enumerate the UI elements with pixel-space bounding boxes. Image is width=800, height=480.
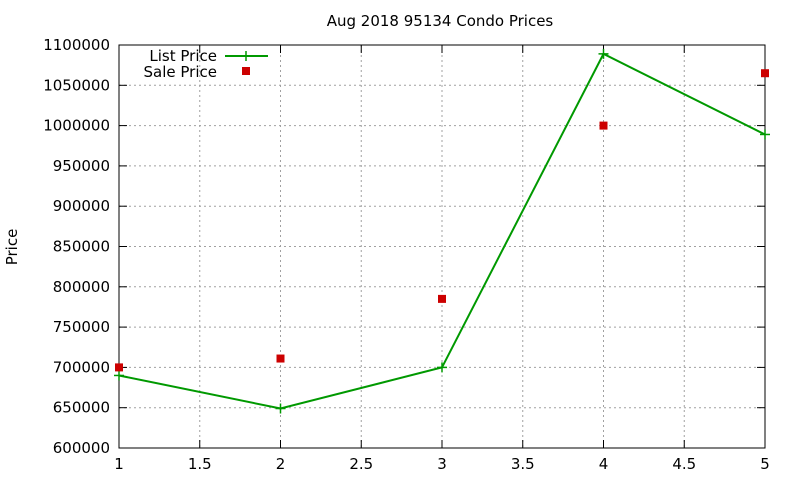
x-tick-label: 2.5	[349, 455, 373, 473]
sale-price-point	[599, 121, 608, 130]
y-tick-label: 900000	[53, 197, 110, 215]
legend-label-list-price: List Price	[149, 47, 217, 65]
y-tick-label: 1100000	[43, 36, 110, 54]
list-price-point	[437, 362, 447, 373]
list-price-point	[114, 370, 124, 381]
list-price-point	[760, 129, 770, 140]
x-tick-label: 1.5	[188, 455, 212, 473]
y-tick-label: 950000	[53, 157, 110, 175]
legend-marker-list-price	[241, 51, 251, 61]
y-tick-label: 1050000	[43, 76, 110, 94]
y-tick-label: 1000000	[43, 117, 110, 135]
x-tick-label: 4	[599, 455, 609, 473]
y-tick-label: 650000	[53, 399, 110, 417]
legend: List Price Sale Price	[144, 47, 268, 81]
sale-price-point	[115, 363, 123, 372]
x-tick-label: 3.5	[511, 455, 535, 473]
y-axis-label: Price	[3, 229, 21, 266]
sale-price-point	[438, 294, 446, 303]
chart-title: Aug 2018 95134 Condo Prices	[327, 12, 554, 30]
grid	[119, 45, 765, 448]
x-tick-label: 5	[760, 455, 770, 473]
legend-label-sale-price: Sale Price	[144, 63, 217, 81]
x-tick-label: 1	[114, 455, 124, 473]
sale-price-point	[276, 354, 285, 363]
legend-marker-sale-price	[242, 67, 250, 75]
y-tick-label: 850000	[53, 238, 110, 256]
y-tick-label: 700000	[53, 358, 110, 376]
axes: 1 1.5 2 2.5 3 3.5 4 4.5 5 600000 650000 700000 75000…	[43, 36, 770, 473]
series	[114, 48, 770, 414]
x-tick-label: 2	[276, 455, 286, 473]
y-tick-label: 800000	[53, 278, 110, 296]
list-price-point	[275, 403, 286, 414]
y-tick-label: 600000	[53, 439, 110, 457]
sale-price-point	[761, 69, 769, 78]
x-tick-label: 3	[437, 455, 447, 473]
y-tick-label: 750000	[53, 318, 110, 336]
list-price-point	[598, 48, 609, 59]
x-tick-label: 4.5	[672, 455, 696, 473]
